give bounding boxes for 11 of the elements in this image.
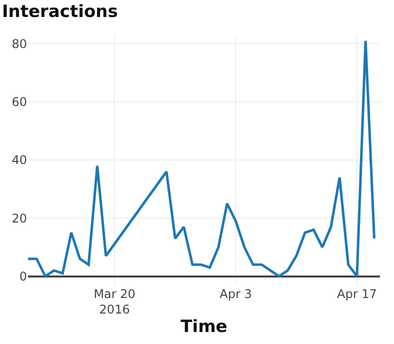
y-tick-label: 60	[12, 95, 27, 110]
y-tick-label: 20	[12, 211, 27, 226]
y-tick-label: 0	[19, 269, 27, 284]
x-tick-label: Apr 17	[337, 287, 377, 301]
x-axis-title: Time	[180, 317, 228, 337]
y-tick-label: 80	[12, 36, 27, 51]
x-tick-label: Apr 3	[220, 287, 252, 301]
x-tick-label: Mar 20 2016	[94, 287, 136, 317]
chart-title: Interactions	[2, 2, 118, 22]
y-tick-label: 40	[12, 153, 27, 168]
line-series	[28, 40, 376, 278]
